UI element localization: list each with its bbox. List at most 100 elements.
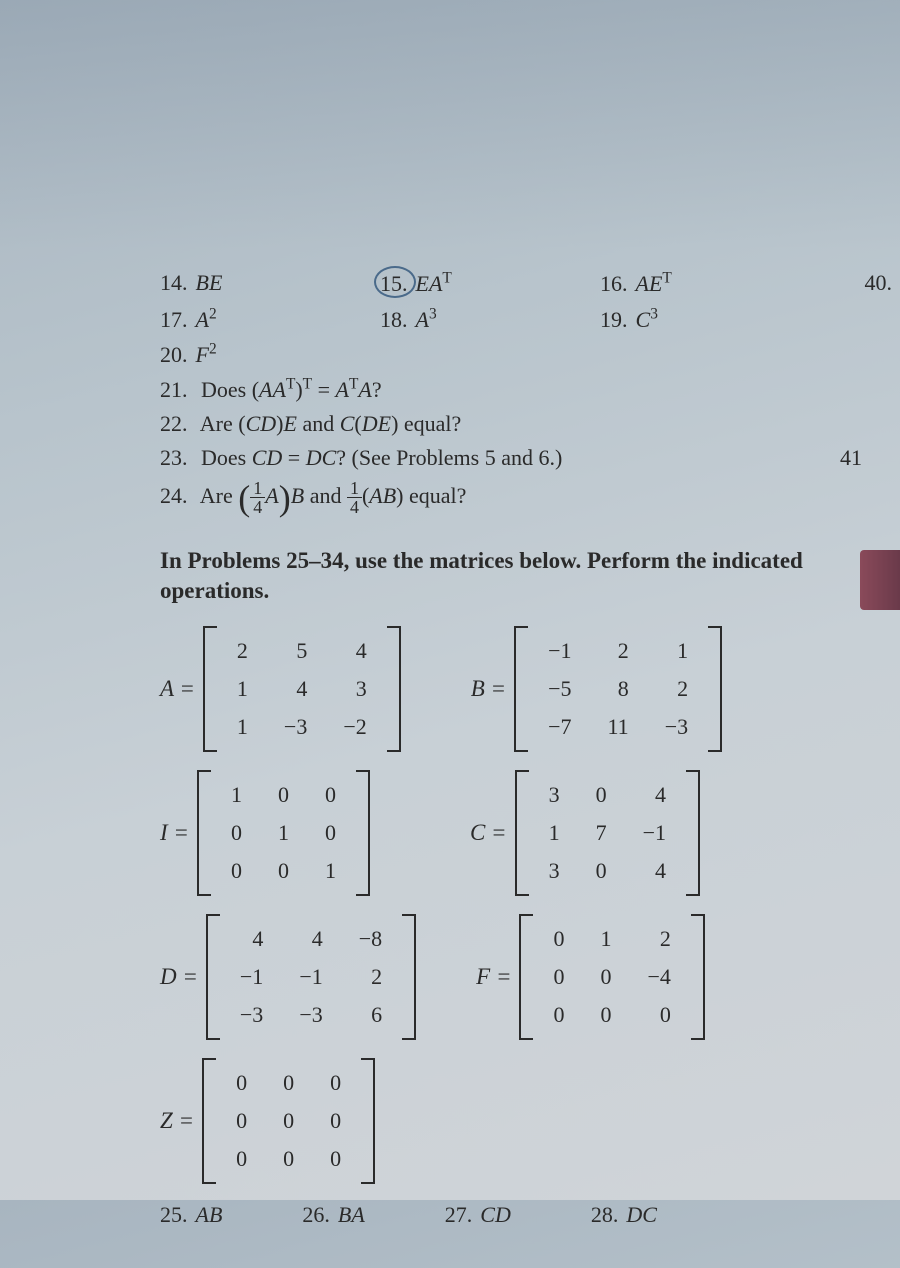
matrix-cell: 8 bbox=[590, 670, 647, 708]
matrix-cell: 0 bbox=[265, 1140, 312, 1178]
matrix: 01200−4000 bbox=[519, 914, 704, 1040]
matrix-cell: −2 bbox=[325, 708, 384, 746]
problem-text: CD bbox=[480, 1202, 511, 1227]
matrix-cell: 2 bbox=[219, 632, 266, 670]
bracket-right bbox=[387, 626, 401, 752]
problem-item: 14. BE bbox=[160, 270, 330, 297]
matrix-C: C =30417−1304 bbox=[470, 770, 700, 896]
problem-number: 22. bbox=[160, 411, 188, 436]
matrix-cell: 2 bbox=[590, 632, 647, 670]
matrix-cell: 0 bbox=[265, 1064, 312, 1102]
word-problem: 21. Does (AAT)T = ATA? bbox=[160, 376, 870, 403]
bracket-left bbox=[203, 626, 217, 752]
matrix-cell: 4 bbox=[325, 632, 384, 670]
matrix-cell: −3 bbox=[647, 708, 706, 746]
problem-text: F2 bbox=[196, 342, 217, 367]
matrix-cell: 5 bbox=[266, 632, 325, 670]
matrix-cell: −7 bbox=[530, 708, 589, 746]
word-problem: 24. Are (14A)B and 14(AB) equal? bbox=[160, 479, 870, 516]
bracket-right bbox=[356, 770, 370, 896]
matrix-row-3: D =44−8−1−12−3−36 F =01200−4000 bbox=[160, 914, 870, 1040]
matrix-cell: 1 bbox=[213, 776, 260, 814]
problem-text: A3 bbox=[416, 307, 437, 332]
matrix-cell: 1 bbox=[582, 920, 629, 958]
matrix-body: −121−582−711−3 bbox=[528, 626, 708, 752]
matrix-cell: 0 bbox=[535, 958, 582, 996]
bracket-right bbox=[708, 626, 722, 752]
problem-item: 15.EAT bbox=[380, 270, 550, 297]
matrix-label: D = bbox=[160, 964, 198, 990]
matrix-cell: 11 bbox=[590, 708, 647, 746]
bracket-left bbox=[515, 770, 529, 896]
matrix-cell: −8 bbox=[341, 920, 400, 958]
problem-number: 26. bbox=[302, 1202, 330, 1227]
matrix-body: 44−8−1−12−3−36 bbox=[220, 914, 402, 1040]
bracket-right bbox=[361, 1058, 375, 1184]
matrix-D: D = 44−8−1−12−3−36 bbox=[160, 914, 416, 1040]
problem-text: Does (AAT)T = ATA? bbox=[201, 377, 382, 402]
matrix-cell: 0 bbox=[218, 1102, 265, 1140]
section-header: In Problems 25–34, use the matrices belo… bbox=[160, 546, 870, 606]
problem-number: 25. bbox=[160, 1202, 188, 1227]
matrix-cell: 1 bbox=[647, 632, 706, 670]
word-problem: 22. Are (CD)E and C(DE) equal? bbox=[160, 411, 870, 437]
matrix-cell: 0 bbox=[582, 958, 629, 996]
problem-item: 25.AB bbox=[160, 1202, 222, 1228]
problem-number: 17. bbox=[160, 307, 188, 332]
matrix-cell: 0 bbox=[312, 1102, 359, 1140]
matrix-cell: 0 bbox=[629, 996, 688, 1034]
problem-item: 26.BA bbox=[302, 1202, 364, 1228]
matrix-cell: 0 bbox=[312, 1064, 359, 1102]
problem-item: 20.F2 bbox=[160, 341, 330, 368]
matrix-Z: Z =000000000 bbox=[160, 1058, 375, 1184]
matrix-cell: 3 bbox=[531, 776, 578, 814]
matrix-body: 01200−4000 bbox=[533, 914, 690, 1040]
matrix-cell: 0 bbox=[578, 776, 625, 814]
matrix-cell: 0 bbox=[578, 852, 625, 890]
problem-text: Does CD = DC? (See Problems 5 and 6.) bbox=[201, 445, 562, 470]
matrix-label: I = bbox=[160, 820, 189, 846]
matrix-body: 2541431−3−2 bbox=[217, 626, 387, 752]
bracket-left bbox=[206, 914, 220, 1040]
matrix-label: B = bbox=[471, 676, 506, 702]
problem-text: DC bbox=[626, 1202, 657, 1227]
problem-item: 17. A2 bbox=[160, 305, 330, 332]
problem-item: 19.C3 bbox=[600, 305, 770, 332]
problem-number: 21. bbox=[160, 377, 188, 402]
matrix-row-1: A =2541431−3−2 B =−121−582−711−3 bbox=[160, 626, 870, 752]
problem-text: C3 bbox=[636, 307, 658, 332]
problem-number: 15. bbox=[380, 271, 408, 296]
matrix-cell: 7 bbox=[578, 814, 625, 852]
matrix-cell: −4 bbox=[629, 958, 688, 996]
matrix-cell: 6 bbox=[341, 996, 400, 1034]
bracket-left bbox=[519, 914, 533, 1040]
matrix-A: A =2541431−3−2 bbox=[160, 626, 401, 752]
matrix-cell: −3 bbox=[266, 708, 325, 746]
matrix-cell: 4 bbox=[625, 776, 684, 814]
word-problem-list: 21. Does (AAT)T = ATA? 22. Are (CD)E and … bbox=[160, 376, 870, 516]
bracket-right bbox=[402, 914, 416, 1040]
matrix: 44−8−1−12−3−36 bbox=[206, 914, 416, 1040]
matrix-cell: 1 bbox=[219, 670, 266, 708]
matrix-cell: 2 bbox=[629, 920, 688, 958]
matrix-cell: 3 bbox=[531, 852, 578, 890]
matrix-cell: 1 bbox=[531, 814, 578, 852]
top-problem-list: 14.BE15.EAT16.AET40.17.A218.A319.C320.F2 bbox=[160, 270, 870, 368]
problem-item: 16.AET bbox=[600, 270, 770, 297]
problem-text: BE bbox=[196, 270, 223, 295]
bracket-left bbox=[202, 1058, 216, 1184]
problem-number: 18. bbox=[380, 307, 408, 332]
problem-text: Are (CD)E and C(DE) equal? bbox=[200, 411, 462, 436]
matrix-cell: 0 bbox=[582, 996, 629, 1034]
bracket-right bbox=[691, 914, 705, 1040]
problem-text: A2 bbox=[196, 307, 217, 332]
textbook-page: 14.BE15.EAT16.AET40.17.A218.A319.C320.F2… bbox=[0, 0, 900, 1268]
problem-number: 14. bbox=[160, 270, 188, 295]
matrices-container: A =2541431−3−2 B =−121−582−711−3 I =1000… bbox=[160, 626, 870, 1184]
bracket-left bbox=[197, 770, 211, 896]
matrix: 30417−1304 bbox=[515, 770, 700, 896]
matrix-cell: 0 bbox=[260, 852, 307, 890]
matrix-cell: −1 bbox=[625, 814, 684, 852]
matrix-cell: 0 bbox=[535, 920, 582, 958]
bracket-right bbox=[686, 770, 700, 896]
